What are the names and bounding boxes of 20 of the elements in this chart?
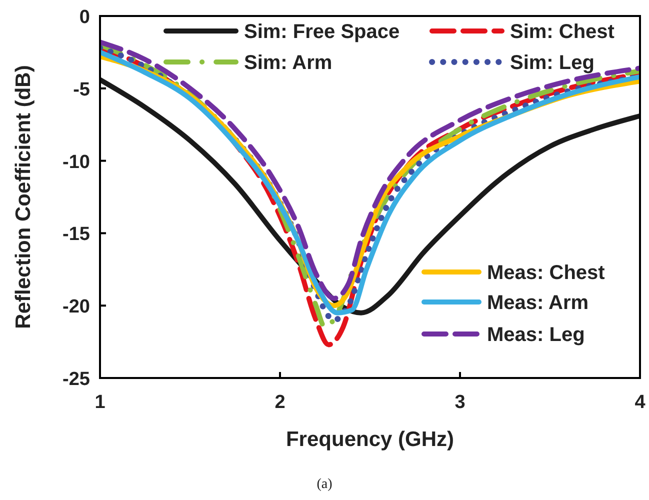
legend-label: Meas: Leg <box>487 324 585 346</box>
y-axis-title: Reflection Coefficient (dB) <box>12 65 35 329</box>
legend-label: Meas: Arm <box>487 292 589 314</box>
y-tick-label: -5 <box>73 79 90 100</box>
text: (a) <box>316 477 333 492</box>
legend-label: Sim: Free Space <box>244 21 400 43</box>
y-tick-label: -25 <box>62 369 90 390</box>
y-tick-label: -20 <box>62 296 90 318</box>
legend-label: Sim: Chest <box>510 21 615 43</box>
x-tick-label: 4 <box>634 392 646 413</box>
y-tick-label: -15 <box>62 224 90 246</box>
x-axis-title: Frequency (GHz) <box>286 428 454 451</box>
legend-label: Meas: Chest <box>487 262 606 284</box>
legend-label: Sim: Arm <box>244 52 332 74</box>
x-tick-label: 1 <box>94 392 106 413</box>
x-tick-label: 2 <box>274 392 286 413</box>
x-tick-label: 3 <box>454 392 466 413</box>
y-tick-label: -10 <box>62 152 90 173</box>
legend-label: Sim: Leg <box>510 52 594 74</box>
y-tick-label: 0 <box>79 7 90 28</box>
